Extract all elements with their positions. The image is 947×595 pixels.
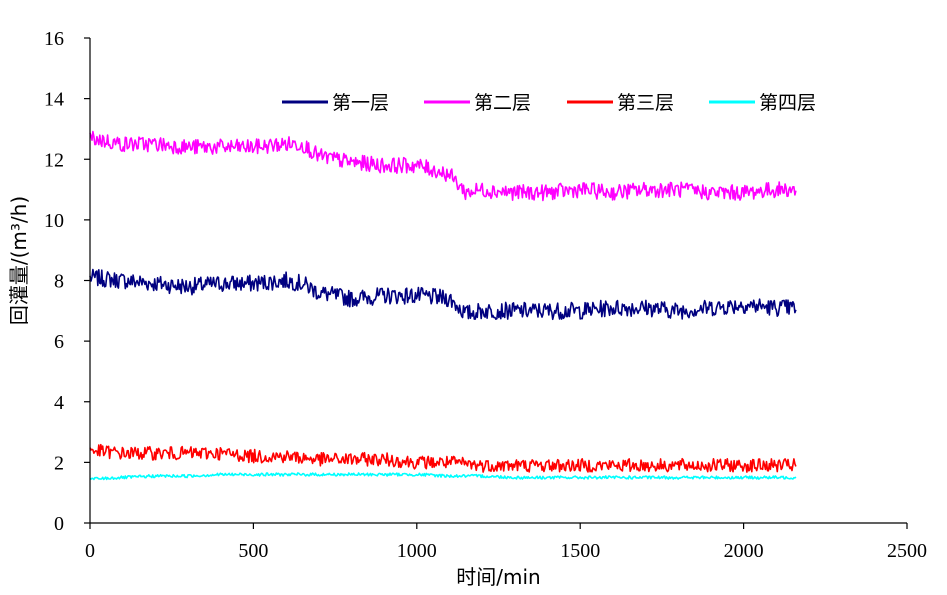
legend: 第一层 第二层 第三层 第四层: [282, 92, 816, 114]
legend-label: 第一层: [332, 92, 389, 114]
series-line: [89, 130, 797, 202]
y-tick-label: 4: [54, 392, 64, 414]
y-tick-label: 16: [44, 28, 64, 50]
x-axis-title: 时间/min: [456, 565, 540, 589]
y-tick-label: 0: [54, 513, 64, 535]
legend-label: 第三层: [617, 92, 674, 114]
y-tick-label: 2: [54, 452, 64, 474]
legend-label: 第二层: [474, 92, 531, 114]
series-line: [89, 443, 797, 473]
x-tick-label: 2000: [724, 540, 764, 562]
x-tick-label: 0: [85, 540, 95, 562]
y-tick-label: 6: [54, 331, 64, 353]
y-tick-label: 14: [44, 89, 64, 111]
series-layer: [89, 130, 797, 481]
legend-label: 第四层: [759, 92, 816, 114]
y-tick-label: 10: [44, 210, 64, 232]
series-line: [89, 472, 797, 481]
y-tick-label: 12: [44, 149, 64, 171]
y-axis-title: 回灌量/(m³/h): [7, 196, 31, 325]
x-tick-label: 2500: [887, 540, 927, 562]
x-tick-label: 500: [238, 540, 268, 562]
x-tick-label: 1500: [560, 540, 600, 562]
tick-layer: 0 500 1000 1500 2000 2500 0 2 4 6 8 10 12 14 16: [44, 28, 927, 562]
x-tick-label: 1000: [397, 540, 437, 562]
y-tick-label: 8: [54, 271, 64, 293]
series-line: [89, 268, 797, 321]
